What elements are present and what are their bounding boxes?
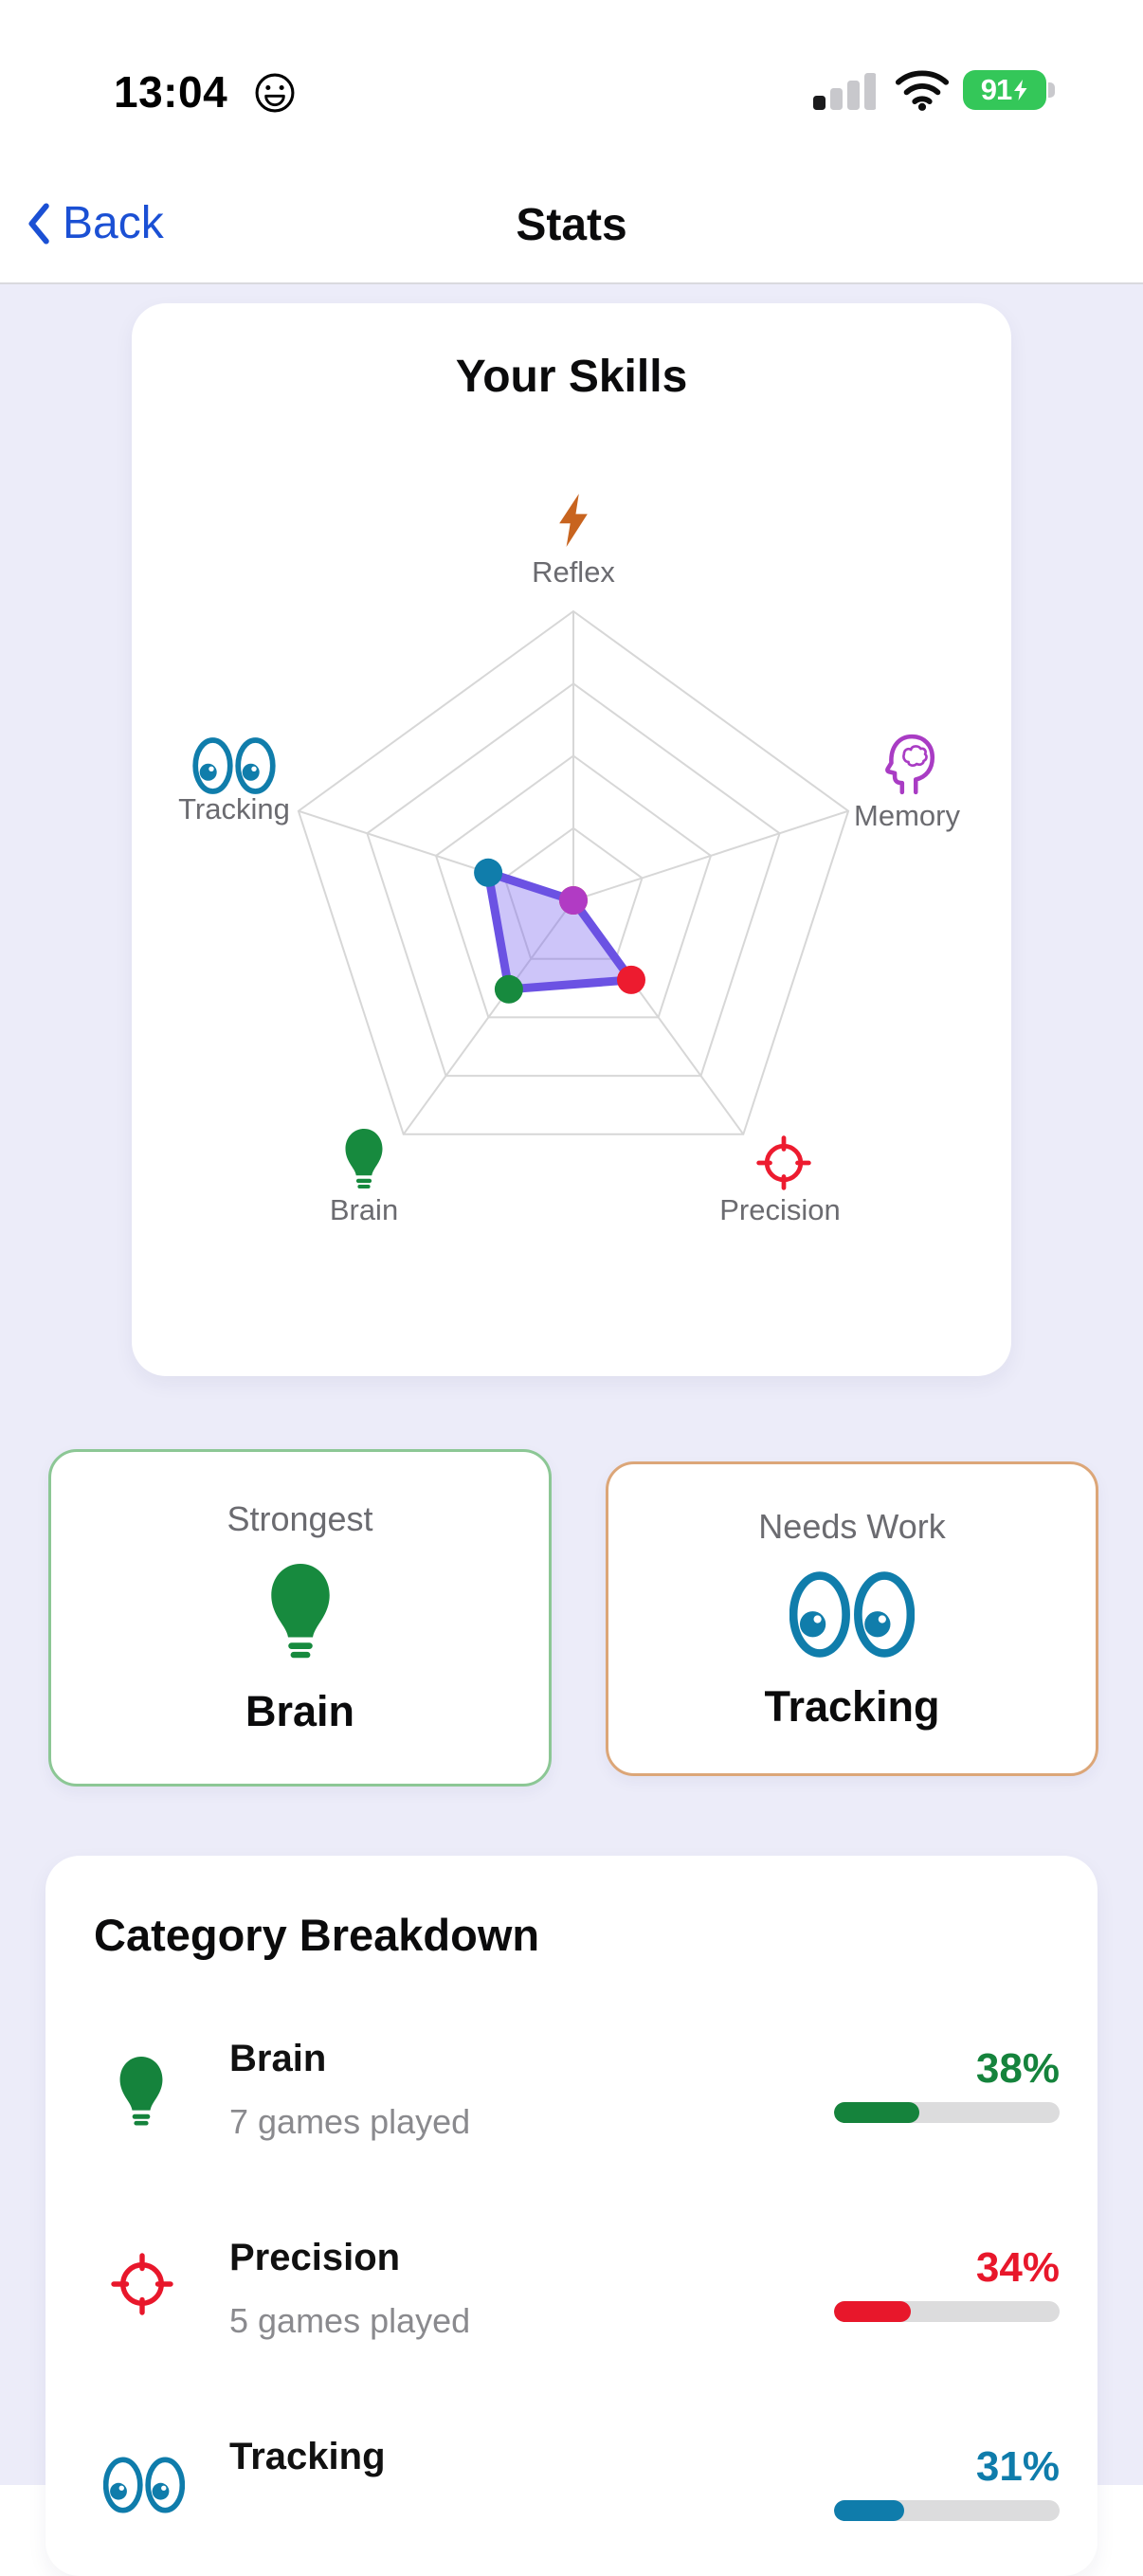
battery-percent: 91 [980,73,1012,106]
eyes-icon [192,737,276,794]
nav-divider [0,282,1143,284]
lightbulb-icon [271,1564,330,1662]
page-title: Stats [516,200,627,250]
row-name-tracking: Tracking [229,2436,386,2477]
needs-work-heading: Needs Work [758,1506,946,1546]
skills-radar-chart [297,609,850,1135]
progress-fill-brain [834,2102,920,2123]
category-breakdown-card [45,1856,1098,2576]
progress-fill-precision [834,2301,911,2322]
cellular-signal-icon [813,73,876,110]
status-time: 13:04 [114,67,228,117]
radar-axis-label-tracking: Tracking [178,792,290,825]
lightning-icon [554,494,592,547]
needs-work-card: Needs Work Tracking [606,1461,1098,1776]
row-name-brain: Brain [229,2038,327,2079]
progress-track-tracking [834,2500,1060,2521]
category-breakdown-title: Category Breakdown [94,1910,540,1960]
battery-body: 91 [963,70,1046,110]
lightbulb-icon [345,1129,383,1191]
strongest-category: Brain [245,1687,355,1735]
lightbulb-icon [119,2057,163,2129]
back-button[interactable]: Back [27,197,164,249]
battery-indicator: 91 [963,70,1055,110]
radar-axis-label-brain: Brain [329,1193,399,1226]
charging-bolt-icon [1012,80,1028,100]
radar-axis-label-precision: Precision [719,1193,841,1226]
radar-axis-label-memory: Memory [854,799,960,832]
wifi-icon [895,68,950,111]
eyes-icon [103,2457,185,2513]
row-percent-brain: 38% [975,2045,1060,2092]
brain-head-icon [879,733,937,795]
target-icon [756,1135,811,1190]
progress-track-brain [834,2102,1060,2123]
needs-work-category: Tracking [764,1681,940,1731]
row-games-brain: 7 games played [229,2102,471,2141]
strongest-heading: Strongest [227,1499,373,1538]
skills-card-title: Your Skills [455,352,688,402]
row-games-precision: 5 games played [229,2301,471,2340]
battery-tip [1048,82,1055,98]
strongest-card: Strongest Brain [48,1449,552,1787]
chevron-left-icon [27,203,49,245]
progress-track-precision [834,2301,1060,2322]
row-percent-tracking: 31% [975,2443,1060,2490]
progress-fill-tracking [834,2500,904,2521]
back-label: Back [63,198,164,248]
radar-axis-label-reflex: Reflex [532,555,615,589]
your-skills-card [132,303,1011,1376]
target-icon [111,2253,173,2315]
grinning-face-icon [254,72,296,114]
row-name-precision: Precision [229,2237,401,2278]
eyes-icon [789,1571,915,1658]
row-percent-precision: 34% [975,2244,1060,2291]
